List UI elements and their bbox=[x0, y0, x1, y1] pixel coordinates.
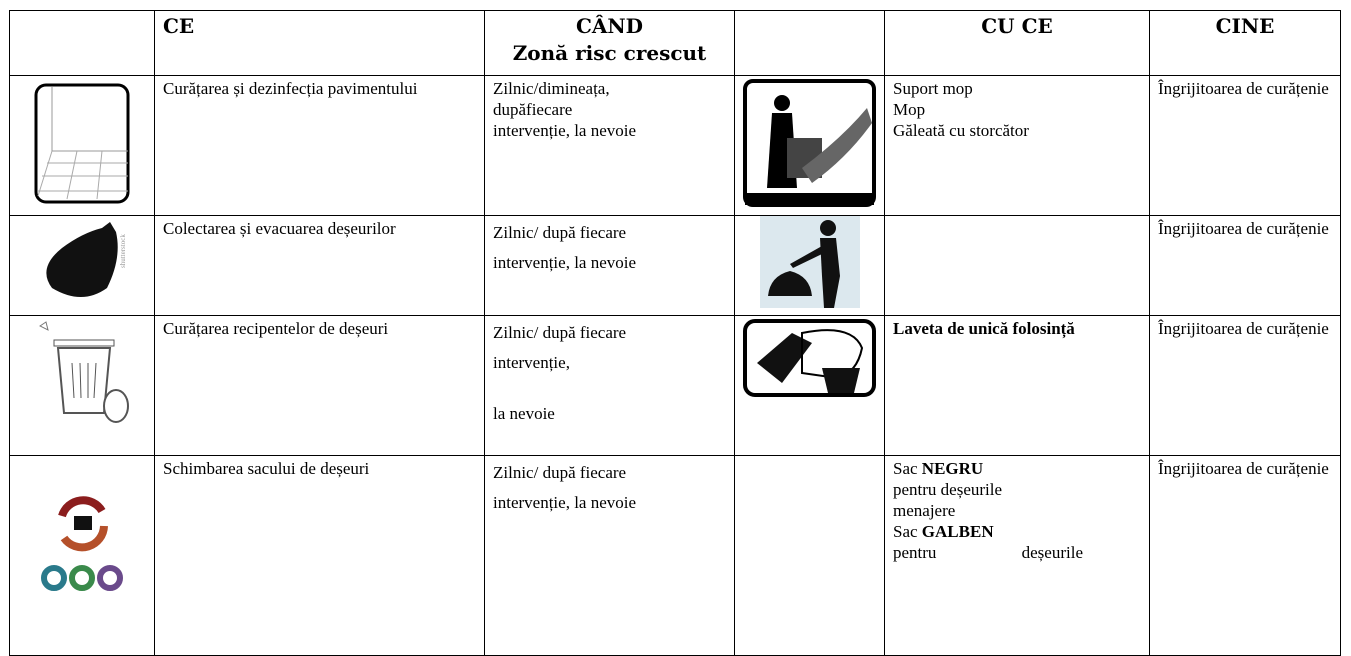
row: Schimbarea sacului de deșeuri Zilnic/ du… bbox=[9, 455, 1341, 656]
cand-line: dupăfiecare bbox=[493, 100, 573, 119]
page: CE CÂND Zonă risc crescut CU CE CINE Cură… bbox=[9, 10, 1341, 656]
ce-text: Colectarea și evacuarea deșeurilor bbox=[163, 219, 396, 238]
bin-icon bbox=[39, 321, 129, 423]
cine-text: Îngrijitoarea de curățenie bbox=[1158, 459, 1329, 478]
cleaning-table: CE CÂND Zonă risc crescut CU CE CINE Cură… bbox=[9, 10, 1341, 656]
bag-icon: shutterstock bbox=[46, 222, 127, 297]
row: Curățarea recipentelor de deșeuri Zilnic… bbox=[9, 315, 1341, 456]
cu-ce-text: Găleată cu storcător bbox=[893, 121, 1029, 140]
header-cu-ce: CU CE bbox=[981, 14, 1053, 38]
cand-line: intervenție, bbox=[493, 353, 570, 372]
header-cine: CINE bbox=[1215, 14, 1275, 38]
cu-ce-text: pentru deșeurile bbox=[893, 480, 1003, 499]
ce-text: Schimbarea sacului de deșeuri bbox=[163, 459, 370, 478]
recycle-icon bbox=[41, 496, 123, 591]
row: shutterstock Colectarea și evacuarea deș… bbox=[9, 215, 1341, 316]
disposal-icon bbox=[759, 216, 860, 308]
cu-ce-line: Sac NEGRU bbox=[893, 458, 1141, 479]
svg-text:shutterstock: shutterstock bbox=[119, 234, 127, 268]
cu-ce-line: Mop bbox=[893, 99, 1141, 120]
row: Curățarea și dezinfecția pavimentului Zi… bbox=[9, 75, 1341, 216]
cand-line: intervenție, la nevoie bbox=[493, 493, 637, 512]
cu-ce-line: menajere bbox=[893, 500, 1141, 521]
cand-line: Zilnic/ după fiecare bbox=[493, 223, 627, 242]
cine-text: Îngrijitoarea de curățenie bbox=[1158, 79, 1329, 98]
cu-ce-text: Sac bbox=[893, 522, 922, 541]
cand-line: intervenție, la nevoie bbox=[493, 121, 637, 140]
cu-ce-text: Laveta de unică folosință bbox=[893, 319, 1075, 338]
cu-ce-text: pentru deșeurile bbox=[893, 543, 1083, 562]
cu-ce-text: Mop bbox=[893, 100, 926, 119]
cu-ce-line: Laveta de unică folosință bbox=[893, 318, 1141, 339]
cu-ce-text: Suport mop bbox=[893, 79, 973, 98]
mop-icon bbox=[743, 79, 876, 207]
cand-line: intervenție, la nevoie bbox=[493, 253, 637, 272]
cine-text: Îngrijitoarea de curățenie bbox=[1158, 319, 1329, 338]
cu-ce-line: pentru deșeurile bbox=[893, 479, 1141, 500]
cine-text: Îngrijitoarea de curățenie bbox=[1158, 219, 1329, 238]
floor-icon bbox=[34, 83, 130, 203]
header-cand-sub: Zonă risc crescut bbox=[512, 41, 707, 65]
header-row: CE CÂND Zonă risc crescut CU CE CINE bbox=[9, 10, 1341, 76]
cu-ce-text: Sac bbox=[893, 459, 922, 478]
cu-ce-text: GALBEN bbox=[921, 522, 994, 541]
cu-ce-text: menajere bbox=[893, 501, 956, 520]
cand-line: la nevoie bbox=[493, 404, 555, 423]
cand-line: Zilnic/ după fiecare bbox=[493, 323, 627, 342]
header-ce: CE bbox=[163, 14, 195, 38]
cand-line: Zilnic/dimineața, bbox=[493, 79, 610, 98]
cu-ce-line: Sac GALBEN bbox=[893, 521, 1141, 542]
cu-ce-line: Suport mop bbox=[893, 78, 1141, 99]
cand-line: Zilnic/ după fiecare bbox=[493, 463, 627, 482]
cu-ce-text: NEGRU bbox=[921, 459, 984, 478]
cloth-icon bbox=[743, 319, 876, 397]
ce-text: Curățarea și dezinfecția pavimentului bbox=[163, 79, 418, 98]
ce-text: Curățarea recipentelor de deșeuri bbox=[163, 319, 389, 338]
cu-ce-line: pentru deșeurile bbox=[893, 542, 1083, 563]
cu-ce-line: Găleată cu storcător bbox=[893, 120, 1141, 141]
header-cand: CÂND bbox=[575, 14, 644, 38]
